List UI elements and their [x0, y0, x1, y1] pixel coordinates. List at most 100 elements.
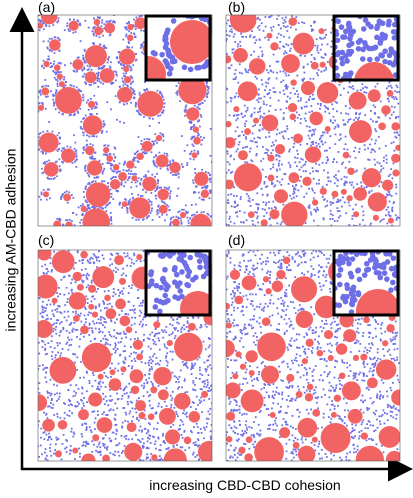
am-particle [126, 34, 134, 42]
cbd-particle [87, 174, 90, 176]
cbd-particle [272, 163, 275, 166]
cbd-particle [382, 348, 385, 351]
cbd-particle [117, 444, 119, 446]
cbd-particle [92, 372, 94, 374]
cbd-particle [391, 96, 394, 99]
am-particle [300, 80, 316, 96]
cbd-particle [139, 302, 142, 305]
am-particle [87, 100, 96, 109]
cbd-particle [258, 24, 261, 27]
cbd-particle [200, 400, 203, 403]
cbd-particle [395, 136, 398, 139]
cbd-particle [283, 93, 286, 95]
cbd-particle [294, 437, 297, 439]
cbd-particle [351, 427, 354, 430]
cbd-particle [235, 92, 238, 95]
am-particle [115, 298, 126, 310]
cbd-particle [145, 457, 148, 460]
cbd-particle [179, 100, 181, 103]
cbd-particle [141, 195, 144, 197]
cbd-particle [190, 150, 193, 153]
cbd-particle [45, 371, 47, 374]
cbd-particle [331, 218, 334, 220]
cbd-particle [198, 119, 201, 122]
cbd-particle [236, 148, 239, 151]
cbd-particle [123, 435, 126, 438]
am-particle [38, 22, 44, 29]
cbd-particle [66, 145, 69, 148]
cbd-particle [294, 188, 297, 191]
cbd-particle [388, 214, 391, 217]
cbd-particle [257, 284, 260, 287]
cbd-particle [41, 453, 43, 456]
cbd-particle [79, 40, 82, 43]
am-particle [84, 71, 97, 84]
cbd-particle [91, 108, 93, 110]
cbd-particle [177, 329, 179, 332]
cbd-particle [263, 383, 266, 385]
cbd-particle [197, 235, 199, 237]
cbd-particle [318, 379, 321, 381]
cbd-particle [284, 295, 287, 298]
cbd-particle [264, 16, 267, 18]
cbd-particle [303, 367, 306, 369]
cbd-particle [44, 107, 47, 110]
cbd-particle [274, 393, 276, 396]
cbd-particle [392, 162, 395, 165]
cbd-particle [94, 180, 97, 183]
cbd-particle [97, 287, 99, 290]
cbd-particle [66, 22, 69, 25]
cbd-particle [335, 201, 338, 203]
cbd-particle [304, 222, 307, 225]
cbd-particle [58, 165, 61, 168]
cbd-particle [160, 111, 163, 114]
cbd-particle [67, 389, 70, 391]
cbd-particle [265, 136, 267, 139]
cbd-particle [391, 224, 393, 226]
cbd-particle [84, 441, 87, 444]
cbd-particle [308, 204, 311, 207]
cbd-particle [38, 382, 41, 385]
cbd-particle [235, 427, 238, 429]
cbd-particle [230, 97, 233, 100]
cbd-particle [46, 47, 49, 50]
cbd-particle [209, 232, 211, 234]
cbd-particle [373, 430, 375, 433]
cbd-particle [276, 128, 279, 131]
cbd-particle [304, 348, 306, 351]
cbd-particle [349, 370, 352, 372]
cbd-particle [385, 87, 388, 90]
cbd-particle [70, 230, 72, 232]
cbd-particle [305, 378, 308, 381]
cbd-particle [48, 159, 51, 162]
cbd-particle [121, 77, 124, 80]
cbd-particle [258, 306, 261, 308]
cbd-particle [204, 368, 207, 371]
cbd-particle [301, 272, 303, 275]
cbd-particle [239, 424, 241, 426]
cbd-particle [278, 365, 280, 368]
cbd-particle [168, 209, 171, 211]
cbd-particle [142, 442, 145, 445]
cbd-particle [65, 229, 67, 231]
cbd-particle [351, 217, 354, 220]
cbd-particle [353, 119, 355, 121]
cbd-particle [77, 206, 80, 209]
cbd-particle [56, 134, 59, 137]
cbd-particle [151, 382, 154, 385]
cbd-particle [57, 351, 60, 354]
cbd-particle [197, 151, 199, 154]
cbd-particle [132, 197, 134, 200]
cbd-particle [104, 434, 107, 436]
cbd-particle [296, 252, 299, 255]
cbd-particle [275, 328, 278, 331]
cbd-particle [60, 149, 63, 152]
cbd-particle [387, 85, 390, 88]
cbd-particle [267, 428, 269, 430]
cbd-particle [267, 408, 270, 410]
cbd-particle [88, 322, 91, 325]
cbd-particle [289, 425, 292, 428]
cbd-particle [113, 21, 116, 24]
cbd-particle [334, 133, 337, 136]
inset-cbd [200, 273, 207, 280]
